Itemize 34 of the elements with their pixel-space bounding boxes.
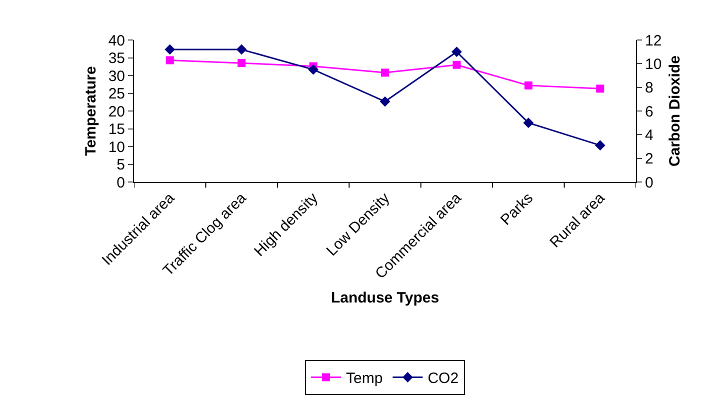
point bbox=[166, 56, 174, 64]
point bbox=[452, 46, 462, 58]
y-tick-label: 0 bbox=[116, 174, 125, 192]
y2-axis-title: Carbon Dioxide bbox=[666, 56, 684, 166]
point bbox=[164, 44, 176, 55]
point bbox=[238, 59, 246, 68]
y2-tick-label: 8 bbox=[645, 80, 654, 97]
point bbox=[236, 44, 247, 55]
y2-tick-label: 4 bbox=[645, 126, 654, 144]
point bbox=[523, 118, 534, 128]
y2-tick-label: 2 bbox=[645, 150, 654, 168]
y2-tick-label: 12 bbox=[645, 32, 662, 50]
y-tick-label: 15 bbox=[108, 121, 125, 138]
legend-label: CO2 bbox=[428, 370, 459, 388]
point bbox=[381, 68, 389, 77]
y2-tick-label: 6 bbox=[645, 103, 654, 120]
y-tick-label: 40 bbox=[108, 32, 125, 50]
y-tick-label: 30 bbox=[108, 68, 125, 85]
y-tick-label: 25 bbox=[108, 86, 125, 102]
y2-tick-label: 0 bbox=[645, 174, 654, 192]
point bbox=[594, 140, 606, 151]
point bbox=[524, 81, 532, 90]
point bbox=[596, 84, 604, 93]
y-tick-label: 20 bbox=[108, 103, 125, 120]
legend-label: Temp bbox=[346, 370, 383, 388]
y-tick-label: 35 bbox=[108, 50, 125, 67]
y-axis-title: Temperature bbox=[82, 66, 100, 156]
y-tick-label: 10 bbox=[108, 138, 125, 156]
point bbox=[452, 60, 461, 69]
y2-tick-label: 10 bbox=[645, 56, 662, 73]
point bbox=[308, 64, 318, 75]
point bbox=[380, 96, 390, 107]
y-tick-label: 5 bbox=[116, 156, 125, 174]
x-axis-title: Landuse Types bbox=[330, 289, 440, 306]
